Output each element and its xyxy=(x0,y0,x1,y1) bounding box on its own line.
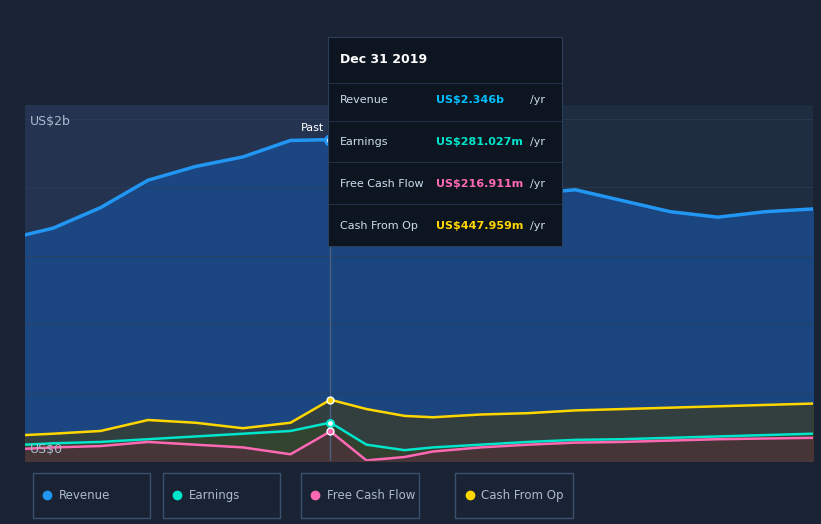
Text: US$2b: US$2b xyxy=(30,115,71,128)
Text: US$0: US$0 xyxy=(30,443,62,456)
Text: Free Cash Flow: Free Cash Flow xyxy=(327,489,415,501)
Bar xyxy=(25,105,330,461)
Text: Past: Past xyxy=(300,123,323,133)
Text: /yr: /yr xyxy=(530,221,544,231)
Text: /yr: /yr xyxy=(530,179,544,189)
Text: US$281.027m: US$281.027m xyxy=(436,137,523,147)
Text: Revenue: Revenue xyxy=(340,95,389,105)
Text: /yr: /yr xyxy=(530,95,544,105)
Text: US$447.959m: US$447.959m xyxy=(436,221,524,231)
Text: US$2.346b: US$2.346b xyxy=(436,95,504,105)
Text: Free Cash Flow: Free Cash Flow xyxy=(340,179,424,189)
Text: Cash From Op: Cash From Op xyxy=(340,221,418,231)
Text: US$216.911m: US$216.911m xyxy=(436,179,523,189)
Text: Earnings: Earnings xyxy=(189,489,240,501)
Text: Analysts Forecasts: Analysts Forecasts xyxy=(337,123,441,133)
Text: Cash From Op: Cash From Op xyxy=(481,489,564,501)
Text: Revenue: Revenue xyxy=(58,489,110,501)
Text: Earnings: Earnings xyxy=(340,137,388,147)
Text: Dec 31 2019: Dec 31 2019 xyxy=(340,53,427,67)
Text: /yr: /yr xyxy=(530,137,544,147)
